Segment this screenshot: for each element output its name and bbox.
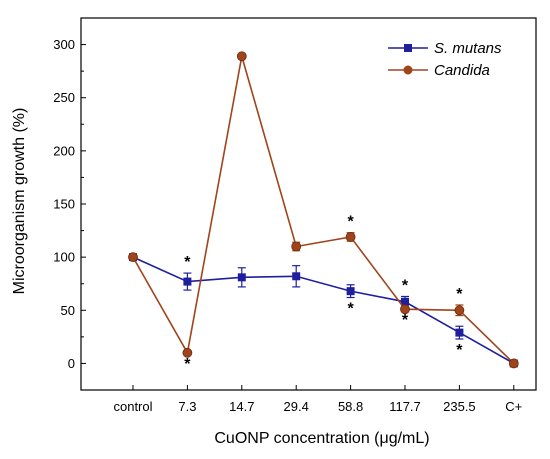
data-point [236,51,247,62]
series-smutans [129,253,518,368]
y-axis: 0 50 100 150 200 250 300 [53,37,86,371]
series-layer [128,51,519,369]
x-tick-label: 235.5 [443,399,476,414]
x-tick-label: C+ [505,399,522,414]
legend-marker [403,65,413,75]
significance-star: * [184,356,191,373]
data-point [182,347,193,358]
series-line [132,56,515,365]
data-point [400,304,410,315]
significance-markers: * * * * * * * * [184,214,463,373]
data-point [292,272,301,281]
y-tick-label: 300 [53,37,75,52]
significance-star: * [402,277,409,294]
data-point [455,328,464,337]
data-point [345,232,356,242]
data-point [237,273,246,282]
x-tick-label: control [113,399,152,414]
data-point [183,277,192,286]
significance-star: * [402,312,409,329]
x-tick-label: 14.7 [229,399,254,414]
data-point [401,297,409,306]
legend-item: Candida [388,62,490,79]
y-tick-label: 100 [53,250,75,265]
legend-label: S. mutans [434,40,502,57]
x-tick-label: 7.3 [178,399,196,414]
legend: S. mutans Candida [388,40,502,79]
data-point [454,305,465,316]
data-point [128,252,138,263]
y-axis-title: Microorganism growth (%) [11,108,28,295]
significance-star: * [456,286,463,303]
x-tick-label: 29.4 [284,399,309,414]
x-tick-label: 117.7 [389,399,421,414]
series-candida [128,51,519,369]
y-tick-label: 150 [53,197,75,212]
legend-item: S. mutans [388,40,502,57]
legend-marker [404,44,412,52]
data-point [346,287,355,296]
x-axis-title: CuONP concentration (μg/mL) [214,430,429,447]
series-line [132,256,515,365]
legend-label: Candida [434,62,490,79]
y-tick-label: 250 [53,90,75,105]
y-tick-label: 50 [61,303,75,318]
data-point [508,358,519,369]
x-tick-label: 58.8 [338,399,363,414]
data-point [291,241,302,252]
y-tick-label: 200 [53,143,75,158]
significance-star: * [456,342,463,359]
significance-star: * [347,214,354,231]
significance-star: * [347,301,354,318]
y-tick-label: 0 [68,356,75,371]
x-axis: control 7.3 14.7 29.4 58.8 117.7 235.5 C+ [113,385,522,414]
significance-star: * [184,254,191,271]
